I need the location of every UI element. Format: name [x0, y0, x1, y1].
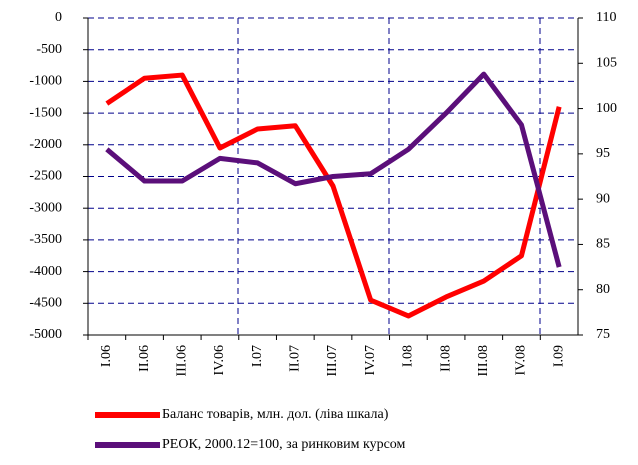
- y-tick-label: -2500: [29, 169, 62, 184]
- y2-tick-label: 105: [596, 56, 617, 71]
- legend-label: Баланс товарів, млн. дол. (ліва шкала): [162, 407, 389, 422]
- y2-tick-label: 75: [596, 327, 610, 342]
- y-tick-label: -1000: [29, 74, 62, 89]
- x-tick-label: I.09: [551, 345, 566, 367]
- legend-label: РЕОК, 2000.12=100, за ринковим курсом: [162, 437, 406, 452]
- y-tick-label: -2000: [29, 137, 62, 152]
- x-tick-label: II.07: [288, 345, 303, 372]
- y-tick-label: -3000: [29, 200, 62, 215]
- x-tick-label: III.06: [174, 345, 189, 377]
- x-tick-label: I.07: [250, 345, 265, 367]
- y2-tick-label: 100: [596, 101, 617, 116]
- series-line: [105, 72, 562, 319]
- y2-tick-label: 95: [596, 146, 610, 161]
- y2-tick-label: 110: [596, 10, 616, 25]
- x-tick-label: III.08: [476, 345, 491, 377]
- y-tick-label: 0: [55, 10, 62, 25]
- x-tick-label: II.06: [137, 345, 152, 372]
- x-tick-label: I.06: [99, 345, 114, 367]
- y-tick-label: -4000: [29, 264, 62, 279]
- y-tick-label: -5000: [29, 327, 62, 342]
- y2-tick-label: 80: [596, 282, 610, 297]
- x-tick-label: IV.07: [363, 345, 378, 375]
- y2-tick-label: 90: [596, 191, 610, 206]
- y2-tick-label: 85: [596, 237, 610, 252]
- y-tick-label: -500: [36, 42, 62, 57]
- x-tick-label: IV.06: [212, 345, 227, 375]
- x-tick-label: I.08: [401, 345, 416, 367]
- y-tick-label: -4500: [29, 296, 62, 311]
- y-tick-label: -1500: [29, 105, 62, 120]
- x-tick-label: IV.08: [514, 345, 529, 375]
- x-tick-label: II.08: [438, 345, 453, 372]
- x-tick-label: III.07: [325, 345, 340, 377]
- y-tick-label: -3500: [29, 232, 62, 247]
- series-line: [105, 71, 562, 268]
